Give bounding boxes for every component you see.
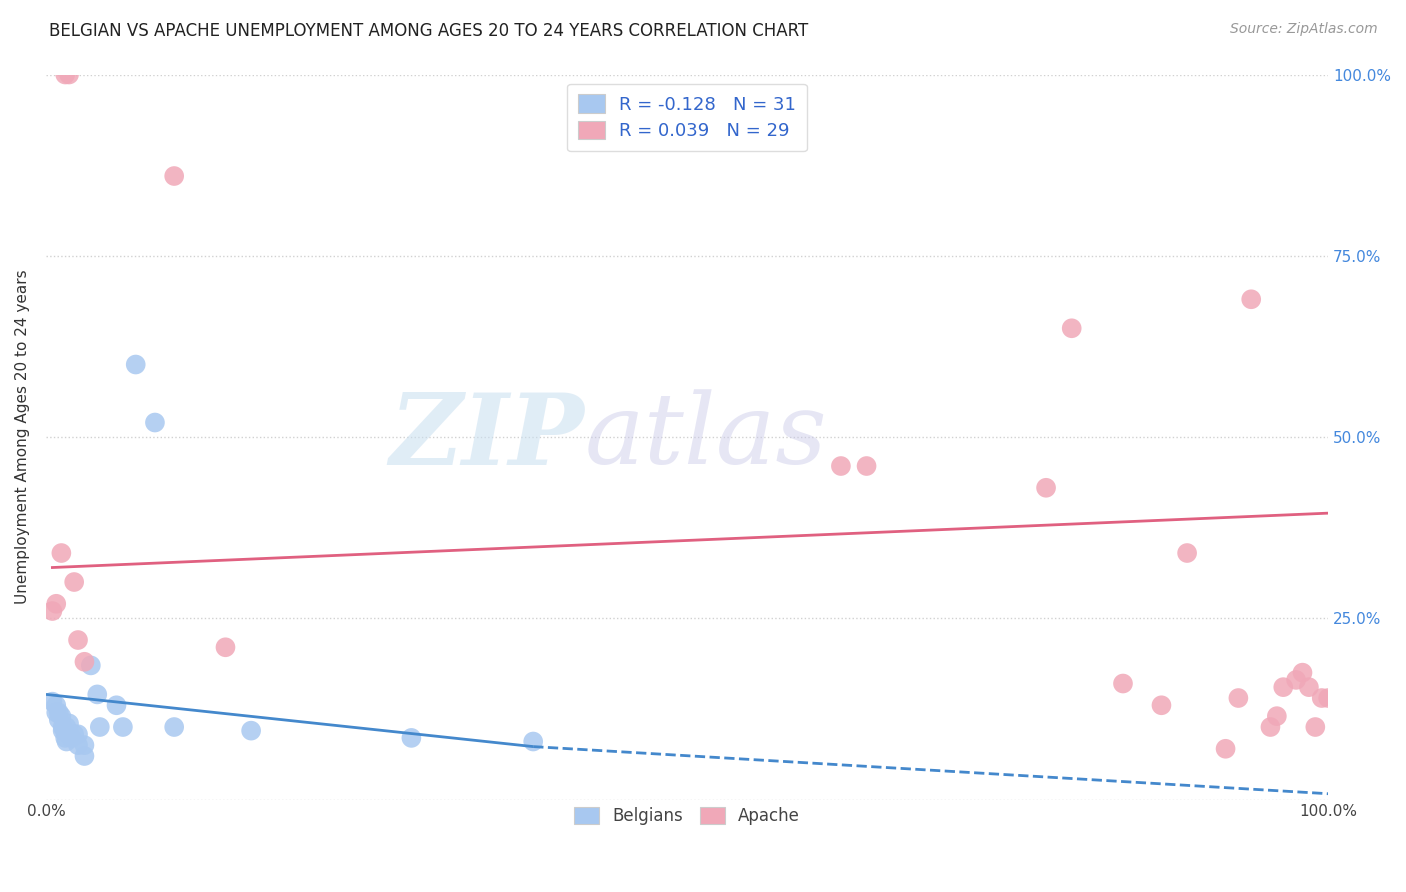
Text: atlas: atlas (585, 390, 827, 484)
Point (163, 720, 186, 734)
Point (1227, 691, 1250, 706)
Point (401, 731, 423, 745)
Point (1310, 691, 1333, 706)
Point (48, 706, 70, 720)
Point (41, 604, 63, 618)
Point (53, 723, 76, 738)
Text: Source: ZipAtlas.com: Source: ZipAtlas.com (1230, 22, 1378, 37)
Point (58, 68, 80, 82)
Point (45, 698, 67, 713)
Point (1240, 293, 1263, 307)
Point (52, 720, 75, 734)
Point (51, 709, 73, 723)
Point (58, 727, 80, 741)
Point (1298, 680, 1320, 694)
Point (66, 738, 89, 752)
Point (125, 358, 148, 372)
Point (60, 731, 83, 745)
Point (1150, 698, 1173, 713)
Point (51, 546, 73, 560)
Point (105, 698, 128, 713)
Point (66, 633, 89, 648)
Point (89, 720, 111, 734)
Point (63, 574, 86, 589)
Point (86, 687, 108, 701)
Point (55, 720, 77, 734)
Text: BELGIAN VS APACHE UNEMPLOYMENT AMONG AGES 20 TO 24 YEARS CORRELATION CHART: BELGIAN VS APACHE UNEMPLOYMENT AMONG AGE… (49, 22, 808, 40)
Point (1060, 321, 1083, 335)
Point (1265, 709, 1288, 723)
Point (1272, 680, 1295, 694)
Point (66, 727, 89, 741)
Point (111, 720, 134, 734)
Point (1317, 691, 1340, 706)
Point (55, 734, 77, 748)
Point (214, 640, 236, 655)
Point (52, 723, 75, 738)
Point (63, 727, 86, 741)
Point (163, 169, 186, 183)
Point (855, 458, 877, 473)
Point (1260, 720, 1282, 734)
Legend: Belgians, Apache: Belgians, Apache (564, 797, 810, 835)
Point (80, 658, 103, 673)
Point (1285, 673, 1308, 687)
Point (1112, 676, 1135, 690)
Point (143, 416, 166, 430)
Point (48, 713, 70, 727)
Y-axis label: Unemployment Among Ages 20 to 24 years: Unemployment Among Ages 20 to 24 years (15, 269, 30, 605)
Point (830, 458, 852, 473)
Point (45, 706, 67, 720)
Point (53, 68, 76, 82)
Point (73, 655, 96, 669)
Point (1291, 665, 1313, 680)
Point (41, 695, 63, 709)
Point (240, 723, 263, 738)
Point (73, 738, 96, 752)
Text: ZIP: ZIP (389, 389, 585, 485)
Point (1215, 741, 1237, 756)
Point (53, 731, 76, 745)
Point (73, 749, 96, 764)
Point (45, 597, 67, 611)
Point (58, 716, 80, 731)
Point (1035, 481, 1057, 495)
Point (1175, 546, 1198, 560)
Point (522, 734, 544, 748)
Point (1305, 720, 1327, 734)
